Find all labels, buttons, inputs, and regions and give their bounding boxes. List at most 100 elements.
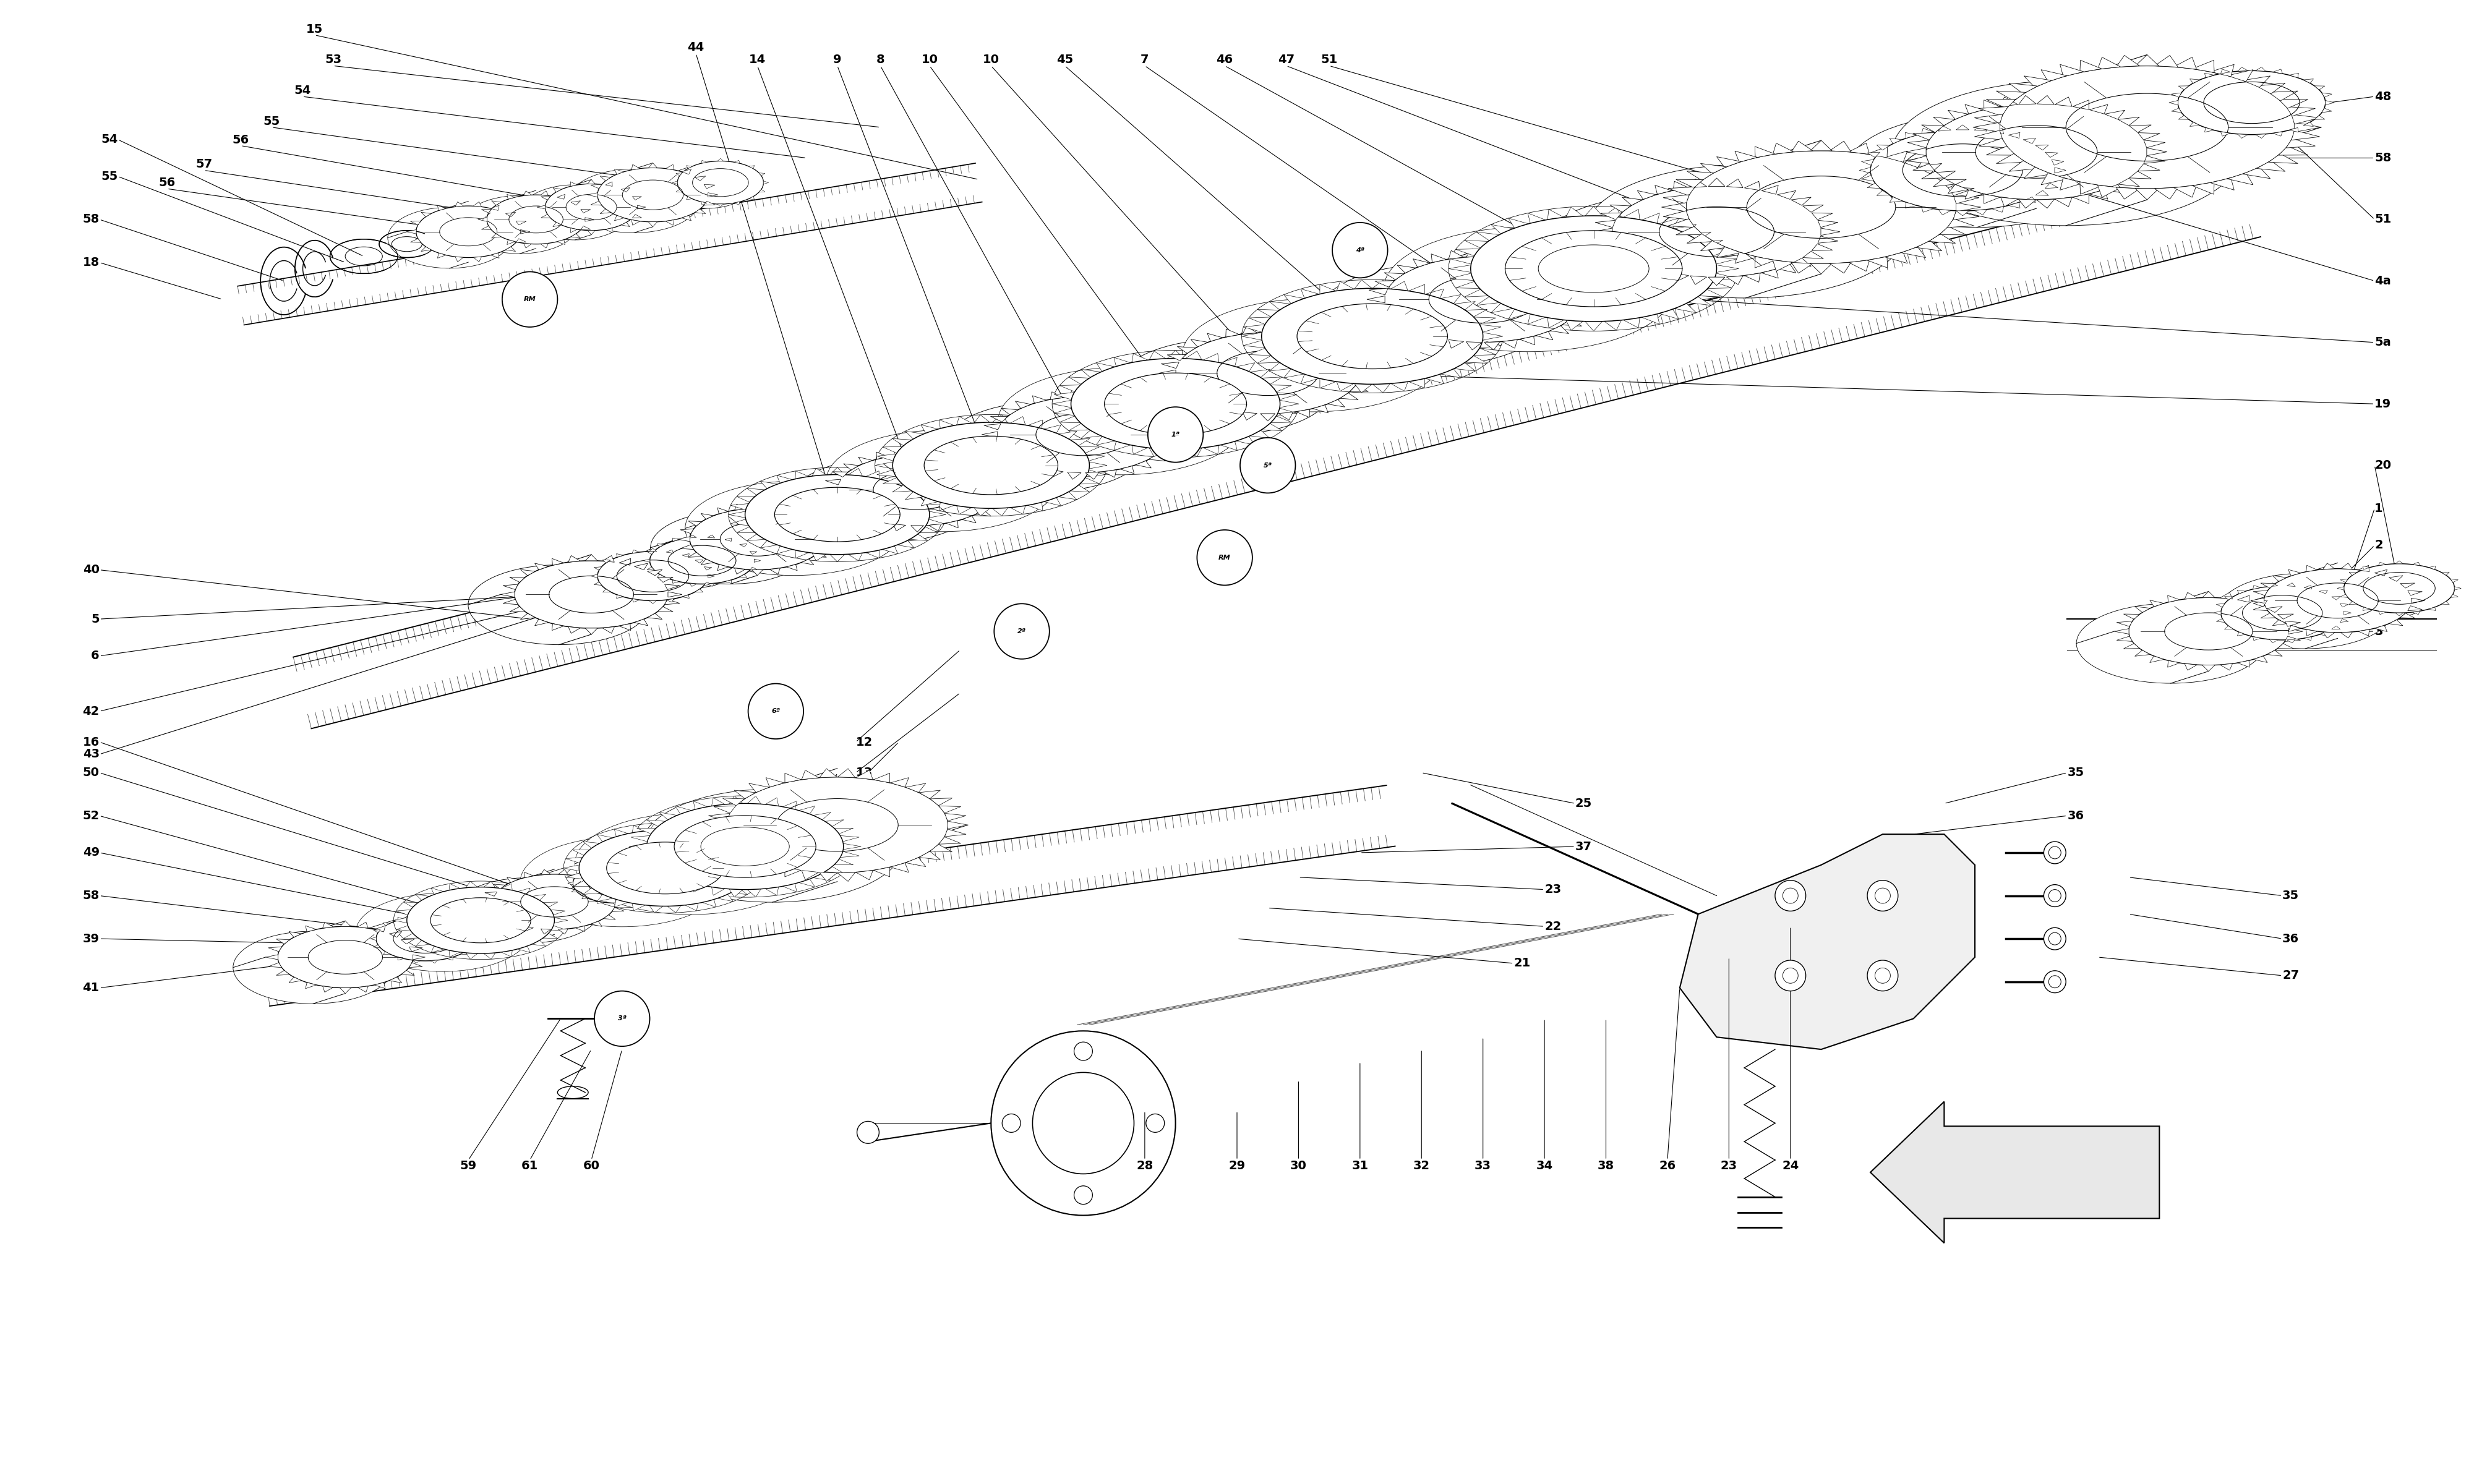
Polygon shape: [520, 613, 534, 619]
Polygon shape: [1890, 138, 1903, 144]
Polygon shape: [2279, 145, 2308, 156]
Polygon shape: [708, 574, 715, 577]
Polygon shape: [413, 960, 421, 963]
Polygon shape: [455, 257, 463, 261]
Polygon shape: [1690, 276, 1707, 285]
Polygon shape: [1376, 280, 1395, 286]
Polygon shape: [948, 821, 967, 830]
Polygon shape: [520, 570, 534, 576]
Polygon shape: [2189, 122, 2199, 126]
Polygon shape: [552, 910, 564, 916]
Polygon shape: [1477, 232, 1499, 240]
Polygon shape: [940, 502, 955, 510]
Polygon shape: [819, 873, 836, 881]
Polygon shape: [802, 770, 819, 779]
Polygon shape: [1566, 321, 1583, 331]
Ellipse shape: [574, 813, 807, 914]
Polygon shape: [814, 552, 826, 558]
Polygon shape: [1791, 263, 1813, 273]
Polygon shape: [883, 447, 903, 453]
Text: 51: 51: [1321, 53, 1338, 65]
Polygon shape: [705, 184, 715, 188]
Polygon shape: [1885, 252, 1907, 263]
Ellipse shape: [406, 887, 554, 954]
Polygon shape: [571, 200, 581, 205]
Polygon shape: [1054, 392, 1074, 399]
Ellipse shape: [1385, 257, 1581, 343]
Polygon shape: [794, 551, 809, 558]
Polygon shape: [398, 917, 403, 920]
Polygon shape: [2118, 637, 2133, 641]
Polygon shape: [534, 619, 549, 626]
Circle shape: [856, 1122, 878, 1144]
Polygon shape: [910, 534, 928, 540]
Text: 45: 45: [1056, 53, 1074, 65]
Polygon shape: [1475, 349, 1497, 355]
Polygon shape: [1353, 280, 1373, 289]
Polygon shape: [1984, 99, 1999, 110]
Polygon shape: [643, 868, 651, 871]
Polygon shape: [2091, 104, 2108, 114]
Polygon shape: [2256, 160, 2286, 172]
Polygon shape: [1351, 386, 1368, 392]
Polygon shape: [755, 559, 760, 562]
Polygon shape: [1319, 378, 1336, 389]
Polygon shape: [1868, 257, 1888, 269]
Polygon shape: [1922, 206, 1932, 212]
Polygon shape: [658, 607, 673, 611]
Polygon shape: [1502, 340, 1517, 349]
Polygon shape: [2279, 614, 2293, 619]
Polygon shape: [460, 951, 468, 954]
Polygon shape: [1754, 147, 1774, 157]
Polygon shape: [1165, 439, 1183, 445]
Polygon shape: [1296, 410, 1309, 417]
Polygon shape: [1121, 396, 1133, 404]
Polygon shape: [473, 202, 482, 206]
Polygon shape: [740, 543, 747, 548]
Polygon shape: [1717, 266, 1739, 273]
Ellipse shape: [393, 910, 492, 954]
Polygon shape: [614, 861, 618, 864]
Polygon shape: [648, 549, 656, 552]
Polygon shape: [505, 212, 515, 217]
Polygon shape: [685, 197, 693, 200]
Polygon shape: [2323, 562, 2335, 570]
Polygon shape: [2024, 138, 2036, 144]
Polygon shape: [1202, 445, 1220, 454]
Polygon shape: [700, 160, 708, 163]
Polygon shape: [430, 945, 443, 953]
Text: 14: 14: [750, 53, 767, 65]
Polygon shape: [2331, 626, 2340, 629]
Polygon shape: [1121, 466, 1133, 473]
Text: 51: 51: [2375, 214, 2392, 226]
Polygon shape: [1744, 181, 1759, 190]
Polygon shape: [703, 899, 715, 907]
Text: 29: 29: [1230, 1160, 1244, 1172]
Polygon shape: [2269, 640, 2279, 643]
Polygon shape: [2269, 583, 2279, 586]
Polygon shape: [666, 551, 673, 554]
Polygon shape: [799, 879, 814, 887]
Ellipse shape: [1296, 304, 1447, 370]
Text: 4ª: 4ª: [1356, 248, 1363, 254]
Polygon shape: [1675, 227, 1702, 234]
Polygon shape: [621, 223, 631, 227]
Polygon shape: [581, 896, 589, 899]
Polygon shape: [987, 503, 1002, 508]
Polygon shape: [571, 850, 589, 855]
Polygon shape: [688, 521, 703, 525]
Polygon shape: [799, 806, 814, 815]
Polygon shape: [730, 795, 742, 804]
Polygon shape: [920, 496, 938, 502]
Polygon shape: [891, 778, 908, 787]
Polygon shape: [1848, 142, 1870, 154]
Polygon shape: [569, 555, 581, 562]
Polygon shape: [802, 559, 814, 565]
Polygon shape: [554, 917, 567, 923]
Polygon shape: [666, 585, 680, 589]
Polygon shape: [648, 601, 656, 604]
Polygon shape: [2340, 619, 2348, 622]
Circle shape: [1145, 1114, 1165, 1132]
Polygon shape: [2036, 199, 2053, 208]
Polygon shape: [1912, 163, 1935, 171]
